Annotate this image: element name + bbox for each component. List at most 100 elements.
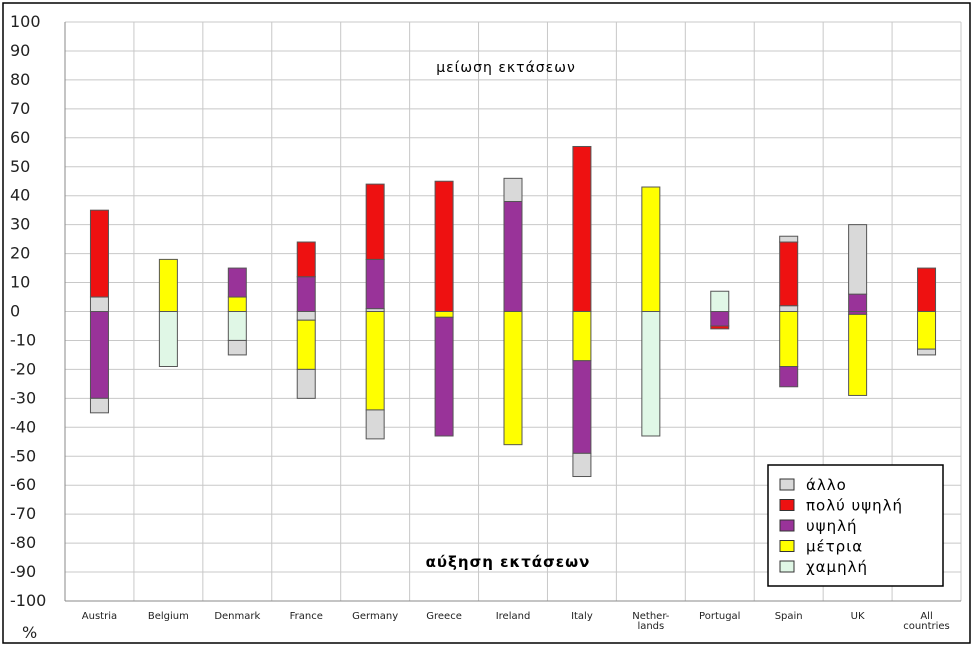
- x-tick-label: Portugal: [699, 611, 740, 622]
- x-tick-label: UK: [851, 611, 865, 622]
- bar-segment: [779, 235, 799, 243]
- bar-segment: [779, 241, 799, 307]
- y-tick-label: 60: [10, 128, 30, 147]
- bar-segment: [848, 224, 868, 295]
- x-tick-label: Ireland: [496, 611, 531, 622]
- y-tick-label: -80: [10, 533, 36, 552]
- bar-segment: [572, 452, 592, 478]
- bar-segment: [227, 311, 247, 341]
- x-tick-label: All: [920, 611, 932, 622]
- legend-label: υψηλή: [806, 517, 857, 535]
- y-axis-label: %: [22, 623, 37, 642]
- annotation-increase: αύξηση εκτάσεων: [426, 553, 591, 571]
- x-tick-labels: Austria Belgium Denmark France Germany Greece…: [82, 611, 950, 632]
- bar-segment: [434, 180, 454, 312]
- y-tick-label: -70: [10, 504, 36, 523]
- legend-swatch: [779, 478, 795, 491]
- x-tick-label: Germany: [352, 611, 398, 622]
- x-tick-label: countries: [903, 621, 949, 632]
- legend-label: χαμηλή: [806, 558, 868, 576]
- y-tick-label: -20: [10, 359, 36, 378]
- legend-swatch: [779, 499, 795, 511]
- y-tick-label: 0: [10, 302, 20, 321]
- legend-swatch: [779, 540, 795, 552]
- y-tick-label: -100: [10, 591, 46, 610]
- x-tick-label: Austria: [82, 611, 117, 622]
- bar-segment: [296, 276, 316, 313]
- bar-segment: [296, 241, 316, 278]
- y-tick-labels: 1009080706050403020100-10-20-30-40-50-60…: [10, 12, 46, 610]
- y-tick-label: 70: [10, 99, 30, 118]
- x-tick-label: France: [290, 611, 323, 622]
- bar-segment: [779, 366, 799, 388]
- legend-swatch: [779, 519, 795, 532]
- y-tick-label: 30: [10, 215, 30, 234]
- bar-segment: [710, 290, 730, 312]
- bar-segment: [296, 368, 316, 399]
- legend-label: πολύ υψηλή: [806, 497, 903, 515]
- bar-segment: [779, 305, 799, 312]
- bar-segment: [365, 183, 385, 260]
- y-tick-label: 10: [10, 273, 30, 292]
- y-tick-label: 100: [10, 12, 41, 31]
- bar-segment: [227, 339, 247, 356]
- bar-segment: [503, 177, 523, 202]
- bar-segment: [296, 311, 316, 321]
- y-tick-label: -50: [10, 446, 36, 465]
- bar-segment: [779, 311, 799, 368]
- bar-segment: [365, 409, 385, 440]
- bar-segment: [89, 311, 109, 399]
- bar-segment: [365, 311, 385, 411]
- bar-segment: [848, 293, 868, 313]
- y-tick-label: -40: [10, 417, 36, 436]
- y-tick-label: -30: [10, 388, 36, 407]
- bar-segment: [917, 311, 937, 350]
- y-tick-label: 20: [10, 244, 30, 263]
- bar-segment: [917, 348, 937, 356]
- bar-segment: [572, 145, 592, 312]
- legend: άλλο πολύ υψηλή υψηλή μέτρια χαμηλή: [767, 464, 944, 587]
- legend-box: [767, 464, 944, 587]
- bar-segment: [917, 267, 937, 313]
- bar-segment: [503, 200, 523, 313]
- x-tick-label: Nether-: [632, 611, 670, 622]
- bar-segment: [89, 397, 109, 414]
- x-tick-label: Spain: [775, 611, 803, 622]
- annotation-decrease: μείωση εκτάσεων: [436, 60, 576, 76]
- y-tick-label: -10: [10, 330, 36, 349]
- bar-segment: [158, 311, 178, 368]
- bar-segment: [572, 360, 592, 454]
- x-tick-label: Denmark: [214, 611, 260, 622]
- bar-segment: [434, 316, 454, 437]
- bars-layer: [89, 145, 937, 478]
- bar-segment: [227, 267, 247, 298]
- y-tick-label: 90: [10, 41, 30, 60]
- bar-segment: [572, 311, 592, 362]
- y-tick-label: -90: [10, 562, 36, 581]
- bar-segment: [848, 313, 868, 396]
- y-tick-label: -60: [10, 475, 36, 494]
- bar-segment: [365, 258, 385, 310]
- bar-segment: [503, 311, 523, 446]
- bar-segment: [296, 319, 316, 370]
- bar-segment: [710, 325, 730, 330]
- x-tick-label: lands: [637, 621, 664, 632]
- legend-label: άλλο: [806, 476, 847, 494]
- x-tick-label: Greece: [426, 611, 462, 622]
- legend-label: μέτρια: [806, 538, 863, 556]
- x-tick-label: Belgium: [148, 611, 189, 622]
- bar-segment: [227, 296, 247, 312]
- legend-swatch: [779, 560, 795, 573]
- bar-segment: [89, 296, 109, 312]
- bar-segment: [710, 311, 730, 327]
- bar-segment: [641, 186, 661, 312]
- y-tick-label: 50: [10, 157, 30, 176]
- y-tick-label: 80: [10, 70, 30, 89]
- bar-segment: [434, 311, 454, 318]
- bar-segment: [158, 258, 178, 313]
- x-tick-label: Italy: [571, 611, 593, 622]
- bar-segment: [89, 209, 109, 298]
- bar-segment: [641, 311, 661, 437]
